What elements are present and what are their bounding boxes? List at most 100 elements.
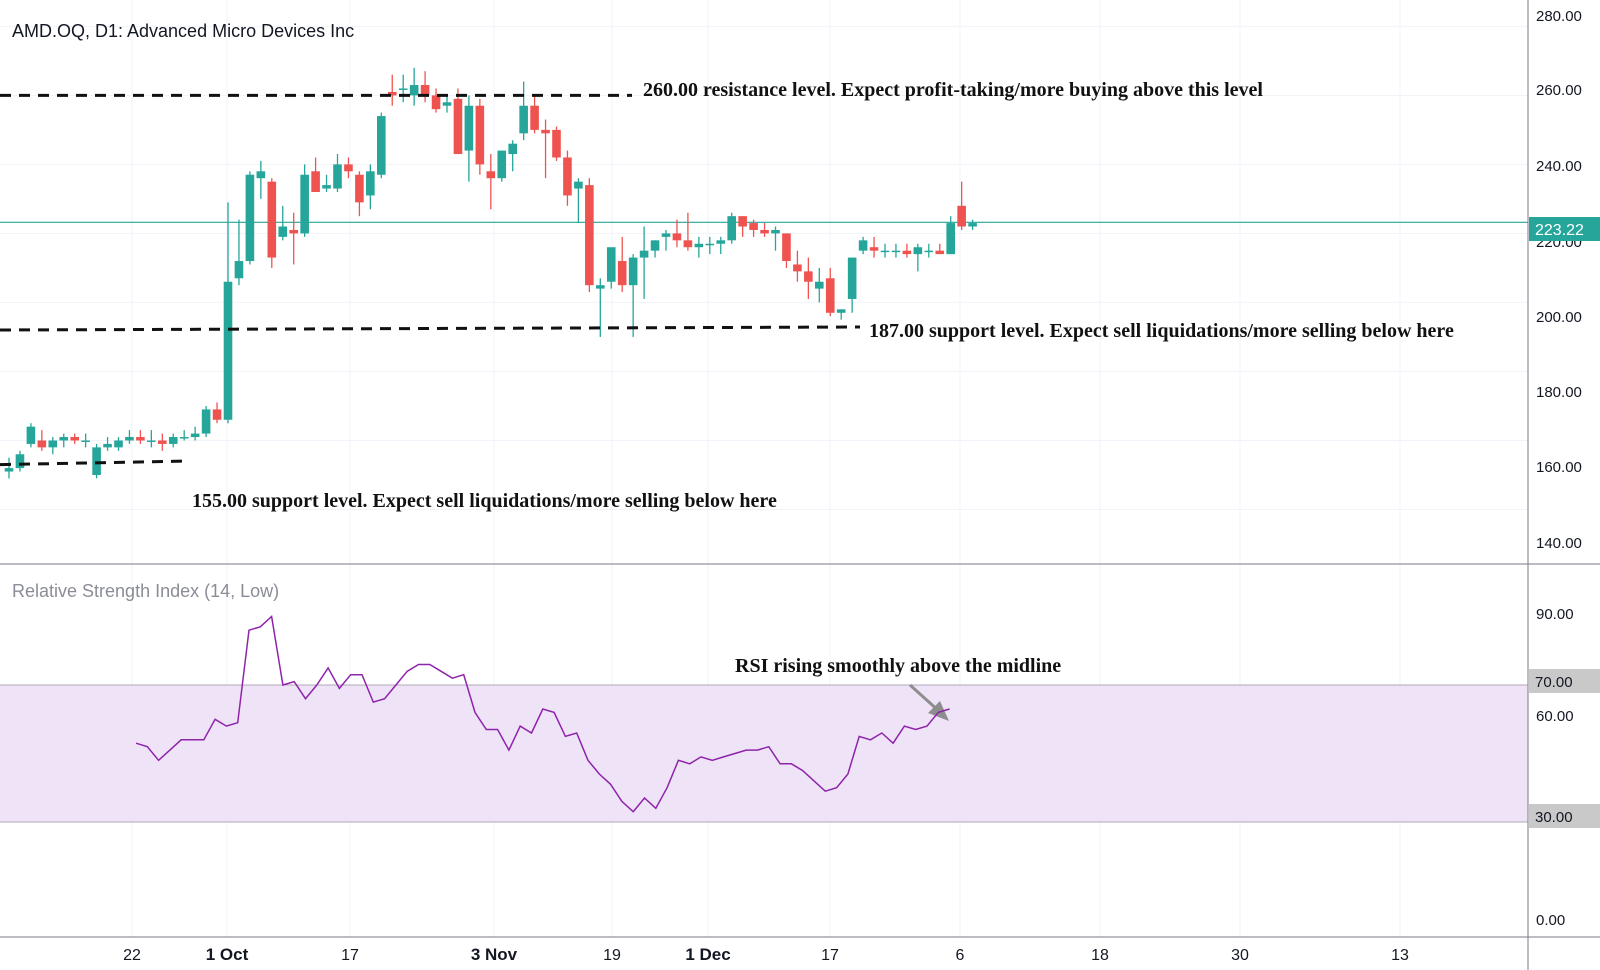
candle-body [935,250,945,255]
candle-body [234,261,244,279]
candle-body [957,205,966,227]
candle-body [190,433,200,438]
candle-body [333,164,342,189]
time-tick: 18 [1091,947,1109,964]
candle-body [431,95,441,110]
candle-body [880,250,890,253]
support-mid-annotation: 187.00 support level. Expect sell liquid… [869,320,1454,342]
candle-body [289,229,298,234]
rsi-line [135,615,950,813]
candle-body [475,105,485,165]
price-tick: 200.00 [1536,309,1582,326]
time-tick: 1 Dec [685,945,730,964]
candle-body [639,250,649,258]
candle-body [15,454,25,469]
candle-body [125,437,134,441]
candle-body [782,233,791,262]
rsi-band [0,685,1528,822]
price-tick: 180.00 [1536,384,1582,401]
candle-body [26,426,36,444]
candle-body [366,171,375,196]
candle-body [168,437,178,444]
resistance-annotation: 260.00 resistance level. Expect profit-t… [643,79,1263,101]
candle-body [508,143,517,155]
time-tick: 6 [956,947,965,964]
candle-body [464,105,474,151]
candle-body [793,264,802,272]
candle-body [825,278,835,313]
time-axis[interactable]: 22 1 Oct 17 3 Nov 19 1 Dec 17 6 18 30 13 [123,945,1409,964]
candle-body [847,257,857,299]
candle-body [694,243,704,248]
price-tick: 160.00 [1536,459,1582,476]
price-axis[interactable]: 280.00 260.00 240.00 220.00 200.00 180.0… [1529,8,1600,552]
candle-body [300,174,309,234]
rsi-tick: 0.00 [1536,912,1565,929]
price-tick: 280.00 [1536,8,1582,25]
rsi-tick: 60.00 [1536,708,1574,725]
time-tick: 22 [123,947,141,964]
candle-body [530,105,539,130]
candle-body [37,440,47,448]
candle-body [256,171,266,179]
time-tick: 3 Nov [471,945,518,964]
candle-body [278,226,288,237]
candle-body [103,443,112,448]
candle-body [574,181,583,189]
candle-body [585,185,594,286]
candle-body [661,233,671,237]
candle-body [70,437,79,441]
candle-body [552,129,561,158]
price-tick: 260.00 [1536,82,1582,99]
candle-body [136,437,145,441]
candle-body [869,247,879,251]
arrow-icon [908,683,949,721]
candle-body [59,437,69,441]
candle-body [815,281,824,289]
candle-body [727,216,736,241]
candle-body [836,309,846,313]
candle-body [147,440,156,442]
time-tick: 13 [1391,947,1409,964]
candle-body [771,229,780,234]
candle-body [355,174,364,203]
candle-body [4,468,14,472]
candle-body [946,223,955,255]
candle-body [749,223,758,230]
candle-body [804,271,813,282]
candle-body [891,250,901,253]
candle-body [738,216,747,227]
candle-body [563,157,572,196]
time-tick: 17 [341,947,359,964]
rsi-title: Relative Strength Index (14, Low) [12,581,279,601]
candle-body [344,164,353,172]
time-tick: 1 Oct [206,945,249,964]
candle-body [902,250,912,255]
candle-body [179,437,189,439]
rsi-band-label-upper: 70.00 [1535,674,1573,691]
time-tick: 19 [603,947,621,964]
support-low-annotation: 155.00 support level. Expect sell liquid… [192,490,777,512]
candle-body [387,91,397,96]
candle-body [81,440,90,442]
candle-body [760,229,769,234]
candle-body [519,105,528,134]
candle-body [913,247,923,255]
candle-body [628,257,638,286]
candle-body [398,88,408,90]
rsi-band-label-lower: 30.00 [1535,809,1573,826]
candle-body [212,409,222,420]
candle-body [48,440,58,448]
candle-body [267,181,277,258]
candle-body [114,440,123,448]
candle-body [453,98,463,155]
candle-body [158,440,167,444]
candle-body [705,243,715,246]
candle-body [497,150,507,179]
time-tick: 30 [1231,947,1249,964]
rsi-axis[interactable]: 90.00 60.00 0.00 70.00 30.00 [1529,606,1600,929]
candle-body [92,447,101,475]
support-line-low [0,459,183,467]
candle-body [672,233,682,241]
